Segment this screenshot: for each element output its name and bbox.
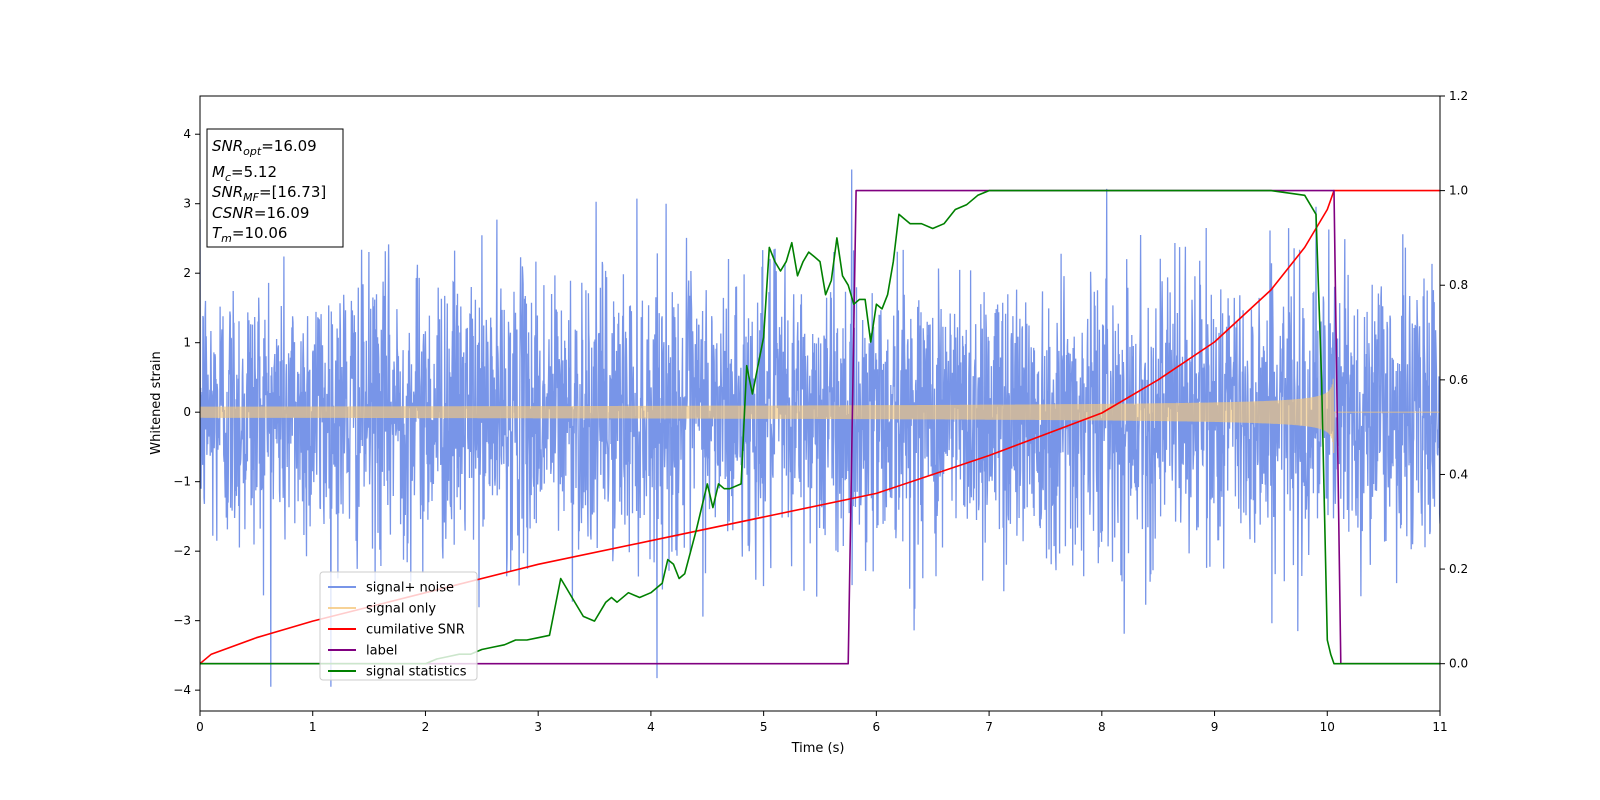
- x-tick-label: 0: [196, 720, 204, 734]
- legend-label: label: [366, 644, 397, 659]
- y-tick-label: −1: [173, 475, 191, 489]
- y-axis-left: −4 −3 −2 −1 0 1 2 3 4: [173, 127, 200, 697]
- x-tick-label: 2: [422, 720, 430, 734]
- legend-item-signal-only: signal only: [328, 602, 436, 617]
- y-tick-label: −2: [173, 544, 191, 558]
- x-tick-label: 7: [985, 720, 993, 734]
- series-cumilative-snr: [200, 189, 1440, 665]
- y-tick-label: −3: [173, 614, 191, 628]
- series-layer: [200, 169, 1440, 687]
- x-axis: 0 1 2 3 4 5 6 7 8 9 10 11: [196, 711, 1448, 734]
- x-tick-label: 11: [1432, 720, 1447, 734]
- x-tick-label: 5: [760, 720, 768, 734]
- x-tick-label: 3: [534, 720, 542, 734]
- y2-tick-label: 0.2: [1449, 562, 1468, 576]
- legend-label: signal only: [366, 602, 436, 617]
- y-axis-label: Whitened strain: [149, 351, 164, 454]
- y2-tick-label: 0.4: [1449, 467, 1468, 481]
- stats-annotation-frame: [206, 128, 344, 248]
- legend-label: cumilative SNR: [366, 623, 465, 638]
- annotation-line: CSNR=16.09: [212, 204, 309, 222]
- legend-frame: [319, 571, 478, 681]
- y2-tick-label: 1.0: [1449, 184, 1468, 198]
- y2-tick-label: 0.6: [1449, 373, 1468, 387]
- y2-tick-label: 0.8: [1449, 278, 1468, 292]
- legend-item-signal-statistics: signal statistics: [328, 665, 467, 680]
- plot-frame: [199, 95, 1441, 712]
- y-axis-right: 0.0 0.2 0.4 0.6 0.8 1.0 1.2: [1440, 89, 1468, 671]
- legend-item-label: label: [328, 644, 397, 659]
- x-tick-label: 9: [1211, 720, 1219, 734]
- legend-label: signal statistics: [366, 665, 467, 680]
- y-tick-label: 3: [183, 197, 191, 211]
- y2-tick-label: 0.0: [1449, 657, 1468, 671]
- legend-item-cumilative-snr: cumilative SNR: [328, 623, 465, 638]
- stats-annotation-box: SNRopt=16.09 Mc=5.12SNRMF=[16.73]CSNR=16.…: [206, 128, 344, 248]
- series-signal-only: [200, 378, 1440, 454]
- x-tick-label: 8: [1098, 720, 1106, 734]
- x-tick-label: 6: [873, 720, 881, 734]
- y2-tick-label: 1.2: [1449, 89, 1468, 103]
- annotation-line: Mc=5.12: [212, 163, 277, 184]
- legend-item-signal-plus-noise: signal+ noise: [328, 581, 454, 596]
- x-tick-label: 10: [1320, 720, 1335, 734]
- annotation-line: SNRopt=16.09: [212, 137, 317, 158]
- y-tick-label: 1: [183, 336, 191, 350]
- legend-label: signal+ noise: [366, 581, 454, 596]
- annotation-line: SNRMF=[16.73]: [212, 183, 326, 204]
- y-tick-label: −4: [173, 683, 191, 697]
- series-signal-statistics: [200, 189, 1440, 665]
- y-tick-label: 2: [183, 266, 191, 280]
- annotation-line: Tm=10.06: [212, 224, 287, 245]
- y-tick-label: 0: [183, 405, 191, 419]
- legend: signal+ noise signal only cumilative SNR la…: [319, 571, 478, 681]
- x-tick-label: 4: [647, 720, 655, 734]
- x-tick-label: 1: [309, 720, 317, 734]
- y-tick-label: 4: [183, 127, 191, 141]
- x-axis-label: Time (s): [791, 741, 845, 756]
